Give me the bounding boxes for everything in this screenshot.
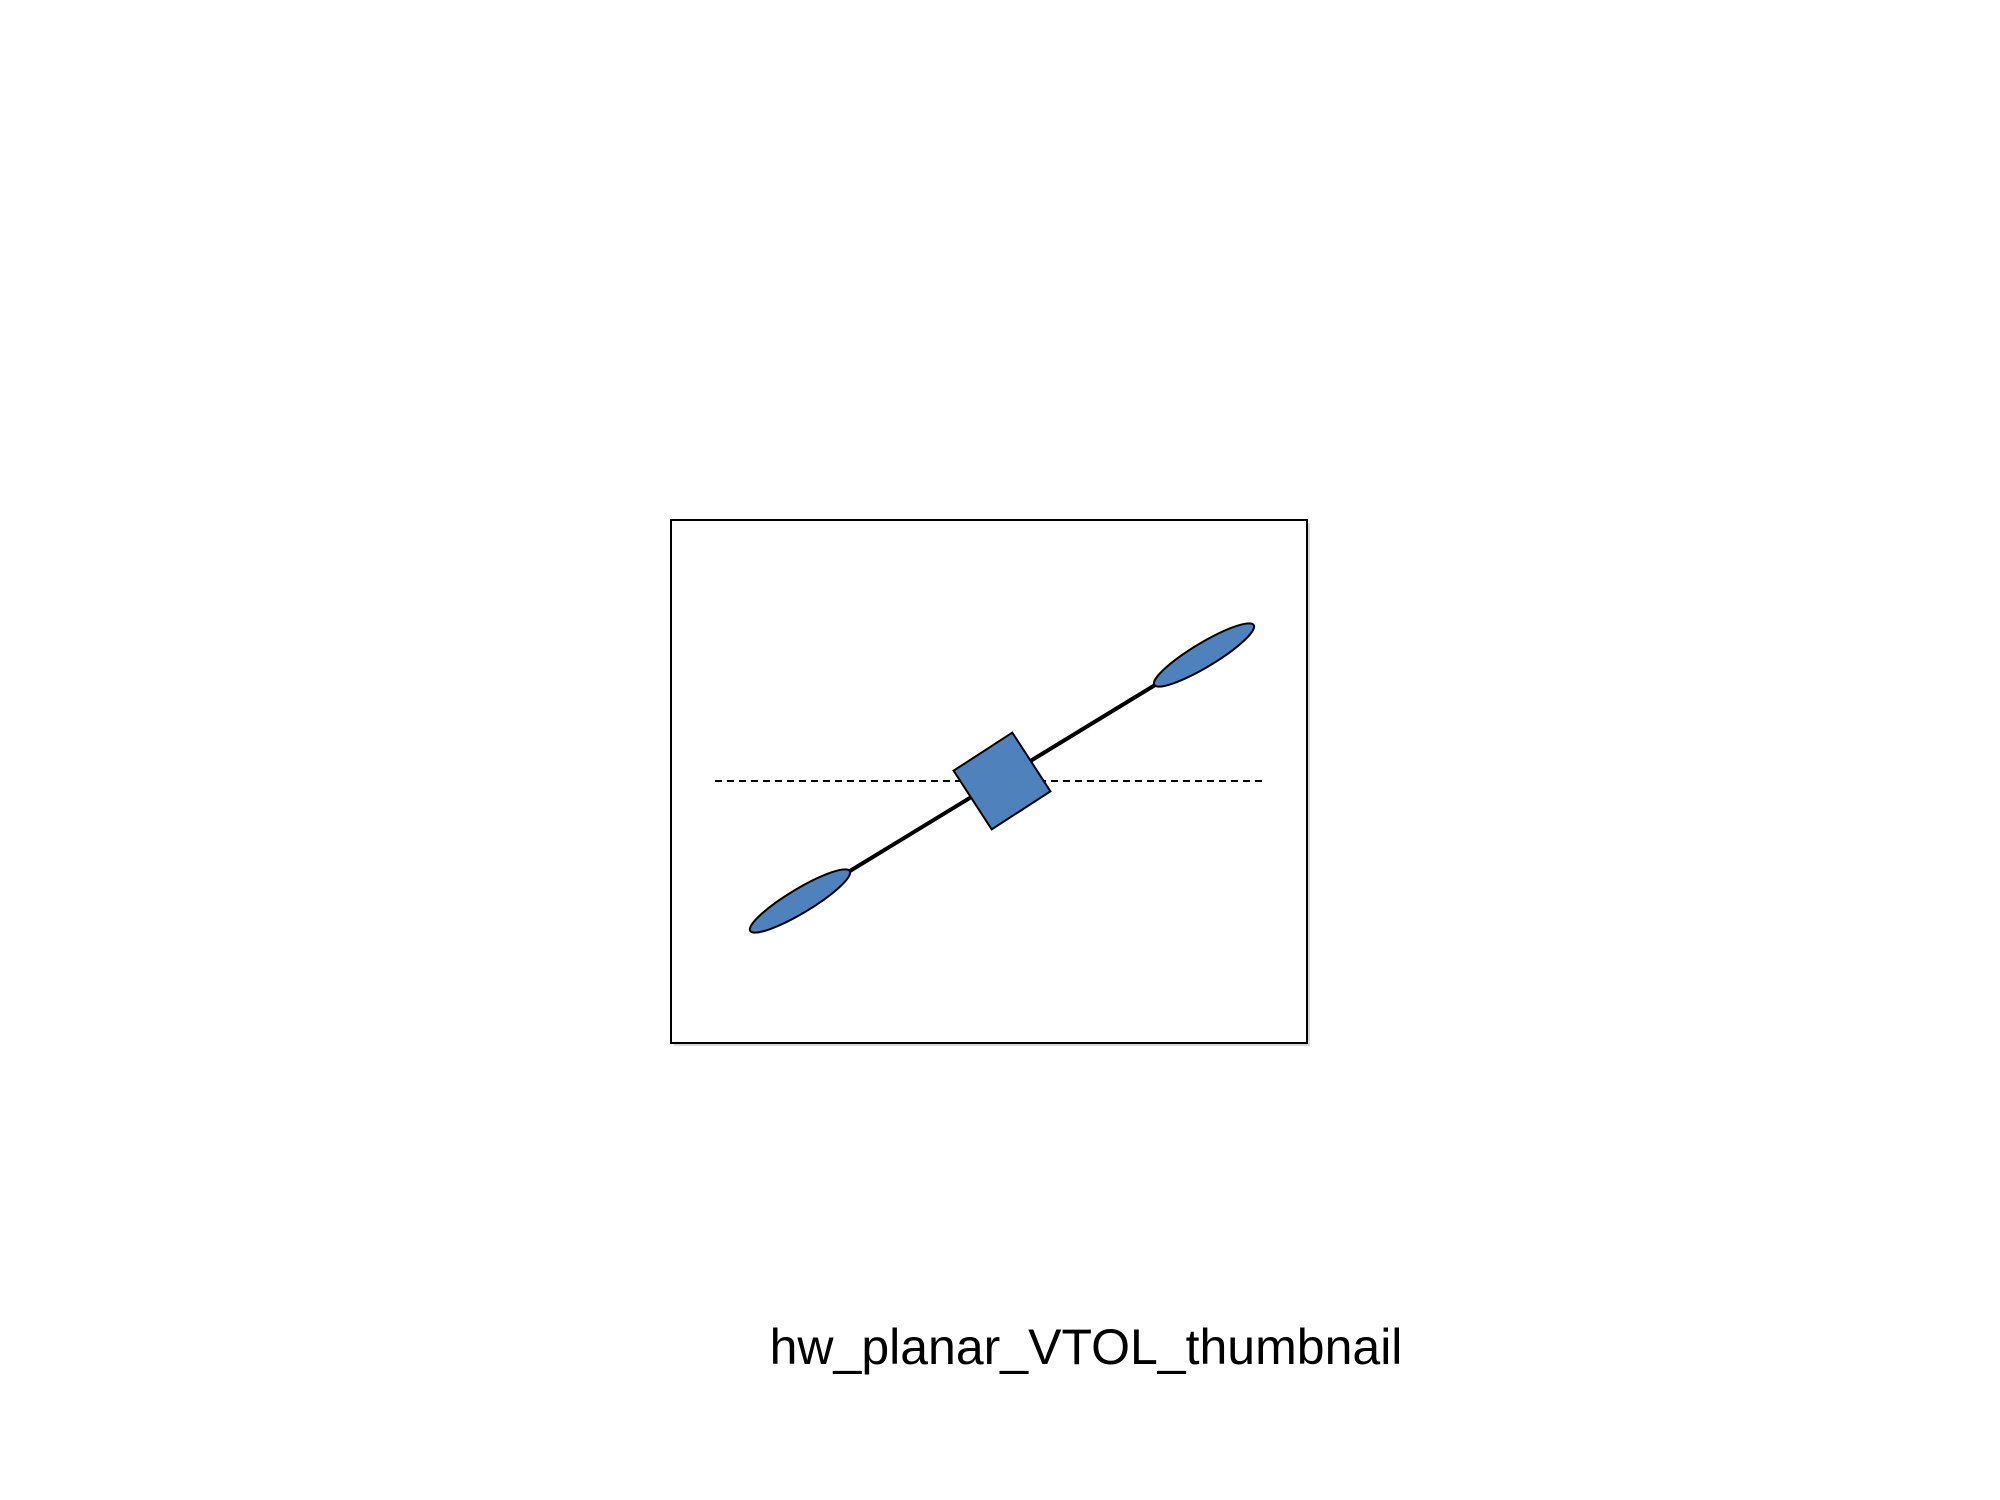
left-rotor-icon bbox=[748, 868, 852, 934]
center-body-icon bbox=[952, 731, 1052, 831]
right-rotor-icon bbox=[1152, 622, 1256, 688]
diagram-caption: hw_planar_VTOL_thumbnail bbox=[769, 1319, 1403, 1375]
